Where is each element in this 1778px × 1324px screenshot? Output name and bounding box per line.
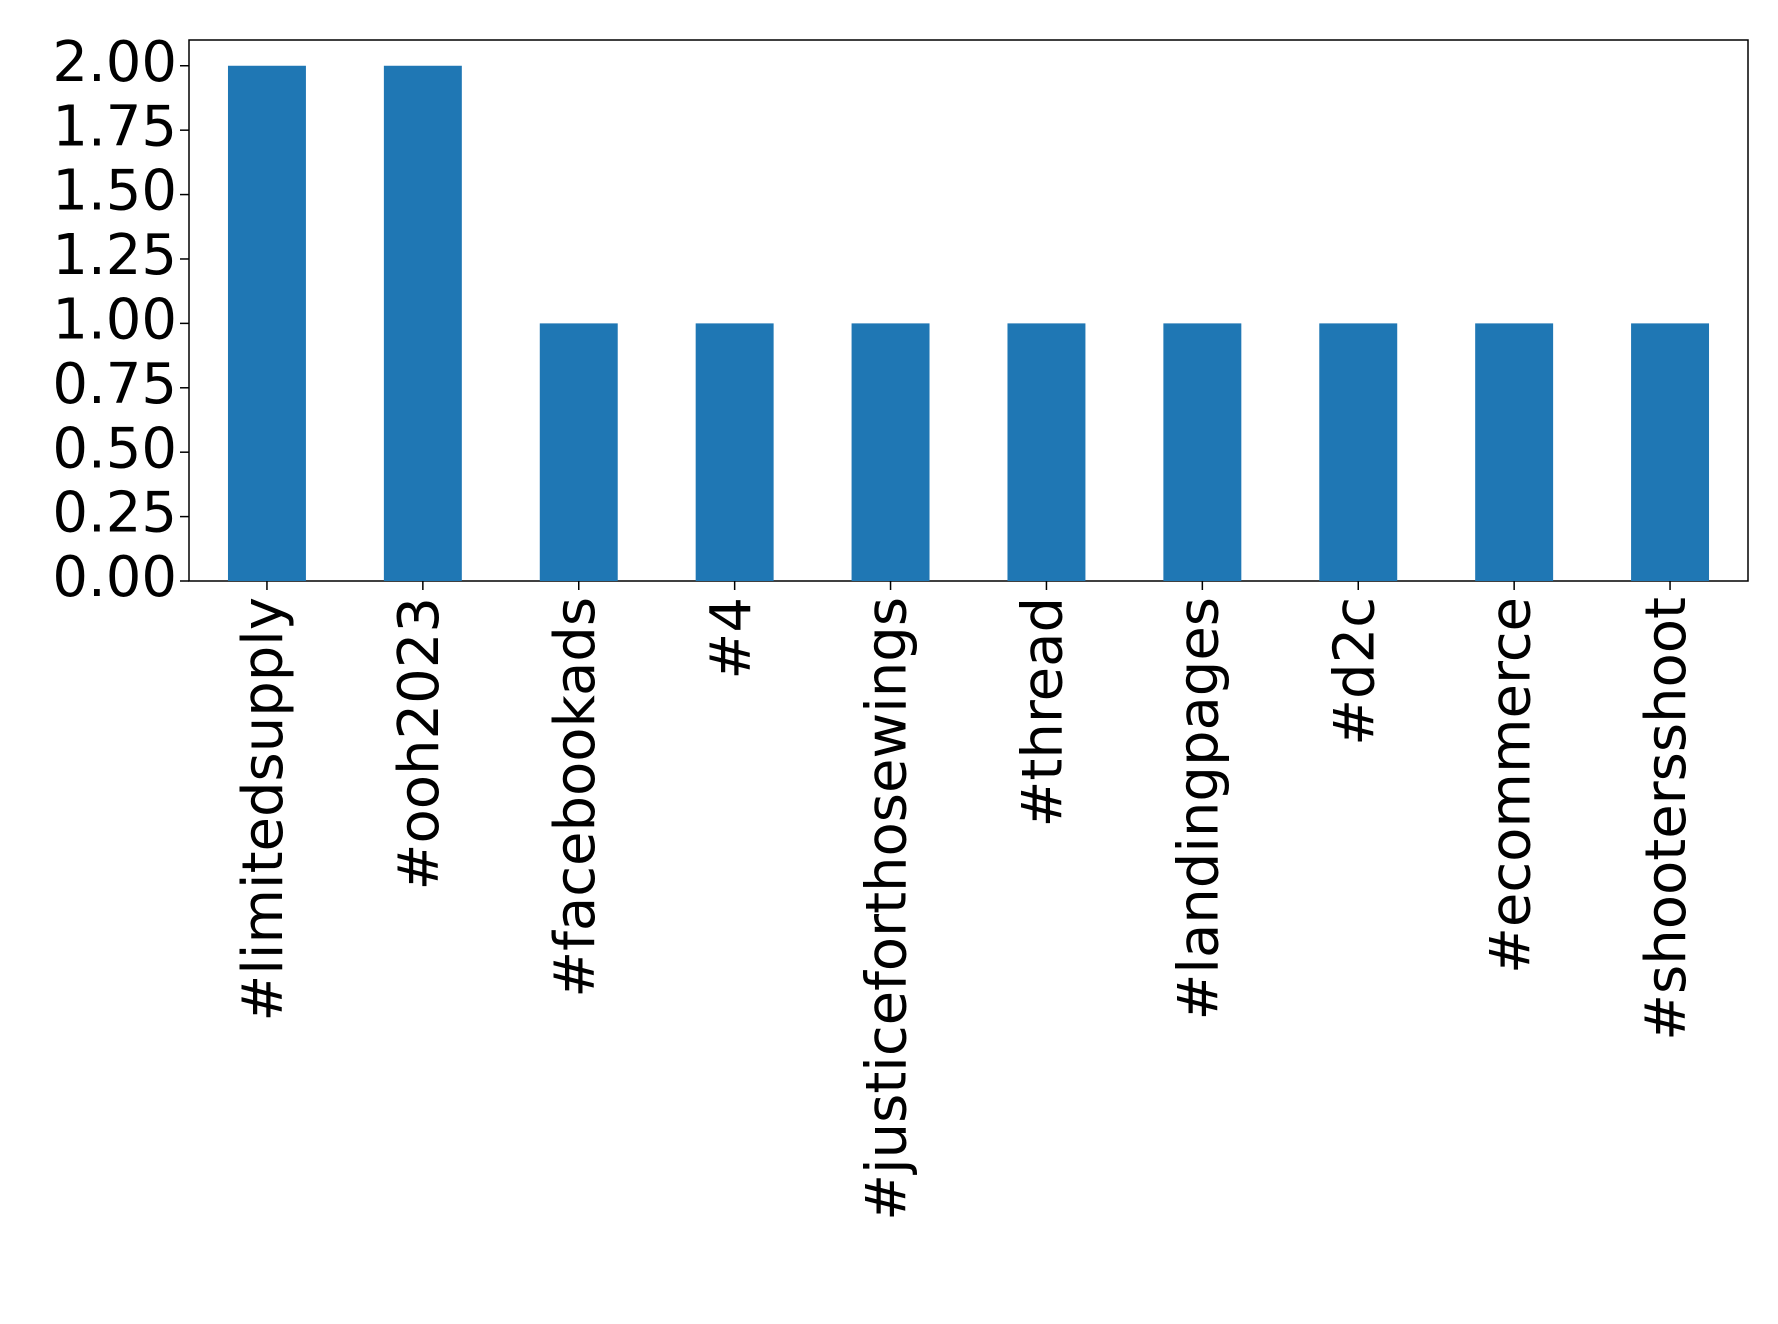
x-tick-label: #justiceforthosewings	[855, 597, 920, 1221]
y-tick-label: 0.50	[52, 416, 177, 481]
bar	[1163, 323, 1242, 581]
bar	[851, 323, 930, 581]
x-tick-label: #shootersshoot	[1634, 597, 1699, 1041]
x-tick-label: #ooh2023	[387, 597, 452, 890]
x-tick-label: #4	[699, 597, 764, 680]
x-tick-label: #limitedsupply	[231, 597, 296, 1022]
bar	[1475, 323, 1554, 581]
x-tick-label: #ecommerce	[1478, 597, 1543, 974]
y-tick-label: 1.00	[52, 288, 177, 353]
bar	[695, 323, 774, 581]
x-tick-label: #thread	[1011, 597, 1076, 827]
x-tick-label: #facebookads	[543, 597, 608, 998]
y-tick-label: 0.00	[52, 545, 177, 610]
y-tick-label: 2.00	[52, 30, 177, 95]
bar	[227, 65, 306, 581]
bar	[1007, 323, 1086, 581]
y-tick-label: 0.75	[52, 352, 177, 417]
bar	[539, 323, 618, 581]
bar	[383, 65, 462, 581]
bar	[1319, 323, 1398, 581]
y-tick-label: 1.50	[52, 159, 177, 224]
y-tick-label: 1.75	[52, 94, 177, 159]
plot-frame	[188, 39, 1749, 582]
y-tick-label: 1.25	[52, 223, 177, 288]
x-tick-label: #landingpages	[1166, 597, 1231, 1020]
bar	[1631, 323, 1710, 581]
y-tick-label: 0.25	[52, 481, 177, 546]
x-tick-label: #d2c	[1322, 597, 1387, 746]
